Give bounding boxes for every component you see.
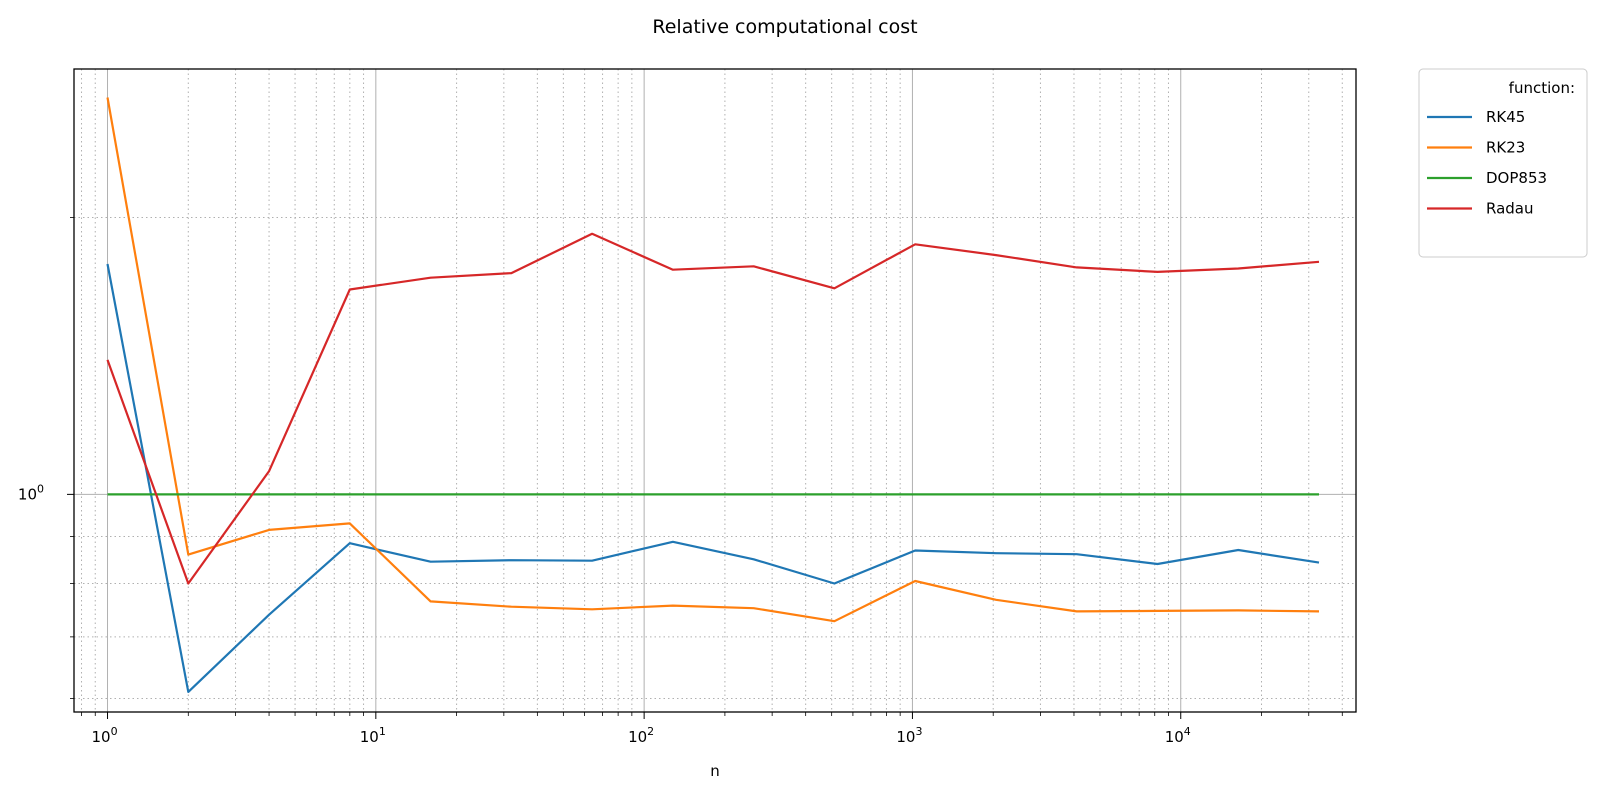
series-line-rk23 — [106, 97, 1320, 623]
x-tick-base: 10 — [91, 728, 110, 746]
legend-label-radau: Radau — [1486, 200, 1534, 218]
legend-label-rk23: RK23 — [1486, 139, 1525, 157]
legend-label-rk45: RK45 — [1486, 108, 1525, 126]
legend-frame — [1418, 68, 1588, 258]
x-tick-exponent: 1 — [379, 725, 386, 738]
chart-title: Relative computational cost — [652, 16, 917, 38]
x-tick-label: 102 — [628, 725, 654, 746]
x-tick-exponent: 0 — [111, 725, 118, 738]
x-tick-label: 100 — [91, 725, 117, 746]
x-tick-exponent: 2 — [647, 725, 654, 738]
plot-frame — [73, 68, 1357, 713]
y-tick-label: 100 — [18, 482, 44, 503]
major-grid — [74, 69, 1356, 712]
legend: function: RK45 RK23 DOP853 Radau — [1418, 68, 1588, 258]
series-lines — [106, 97, 1320, 694]
x-tick-base: 10 — [896, 728, 915, 746]
axis-ticks — [67, 217, 1343, 719]
x-tick-label: 103 — [896, 725, 922, 746]
legend-title: function: — [1509, 79, 1575, 97]
x-tick-exponent: 3 — [915, 725, 922, 738]
x-tick-label: 104 — [1165, 725, 1191, 746]
y-tick-base: 10 — [18, 485, 37, 503]
minor-grid — [74, 69, 1356, 712]
x-tick-base: 10 — [1165, 728, 1184, 746]
series-line-radau — [106, 232, 1320, 585]
y-tick-exponent: 0 — [37, 482, 44, 495]
x-tick-base: 10 — [628, 728, 647, 746]
x-axis-label: n — [710, 762, 720, 780]
x-tick-base: 10 — [360, 728, 379, 746]
x-tick-label: 101 — [360, 725, 386, 746]
legend-label-dop853: DOP853 — [1486, 169, 1547, 187]
series-line-rk45 — [106, 263, 1320, 694]
x-tick-exponent: 4 — [1184, 725, 1191, 738]
